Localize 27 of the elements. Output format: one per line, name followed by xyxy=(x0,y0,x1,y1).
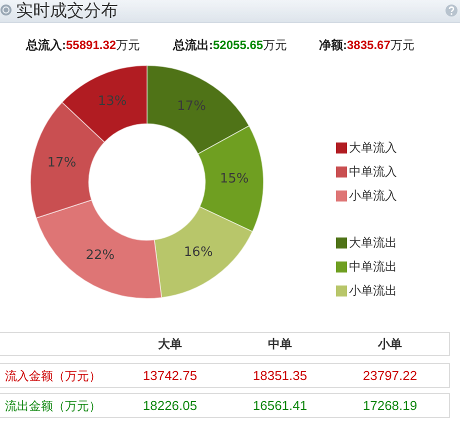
text: 总流入:55891.32万元 xyxy=(26,38,140,52)
data-label: 15% xyxy=(220,172,249,187)
text: 流入金额（万元） xyxy=(5,368,101,385)
legend-label: 小单流入 xyxy=(349,188,397,202)
text: 中单 xyxy=(267,336,293,353)
data-label: 17% xyxy=(177,99,206,114)
legend-label: 小单流出 xyxy=(349,283,397,298)
text: 总流出:52055.65万元 xyxy=(173,38,288,52)
legend-label: 大单流出 xyxy=(349,235,397,250)
data-label: 13% xyxy=(98,94,127,110)
text: 流出金额（万元） xyxy=(5,398,101,415)
data-label: 16% xyxy=(184,245,213,260)
text: 23797.22 xyxy=(362,367,418,385)
text: 净额:3835.67万元 xyxy=(319,38,414,52)
text: 13742.75 xyxy=(142,367,198,385)
legend-label: 大单流入 xyxy=(349,140,397,154)
text: 18226.05 xyxy=(142,397,198,415)
text: 18351.35 xyxy=(252,367,308,385)
chart-title: 实时成交分布 xyxy=(16,1,118,21)
text: 小单 xyxy=(376,336,403,353)
text: 17268.19 xyxy=(362,397,418,415)
data-label: 17% xyxy=(47,155,76,170)
legend-label: 中单流入 xyxy=(349,164,397,178)
legend-label: 中单流出 xyxy=(349,259,397,274)
text: 16561.41 xyxy=(252,397,308,415)
data-label: 22% xyxy=(86,248,115,264)
text: 大单 xyxy=(157,336,183,353)
